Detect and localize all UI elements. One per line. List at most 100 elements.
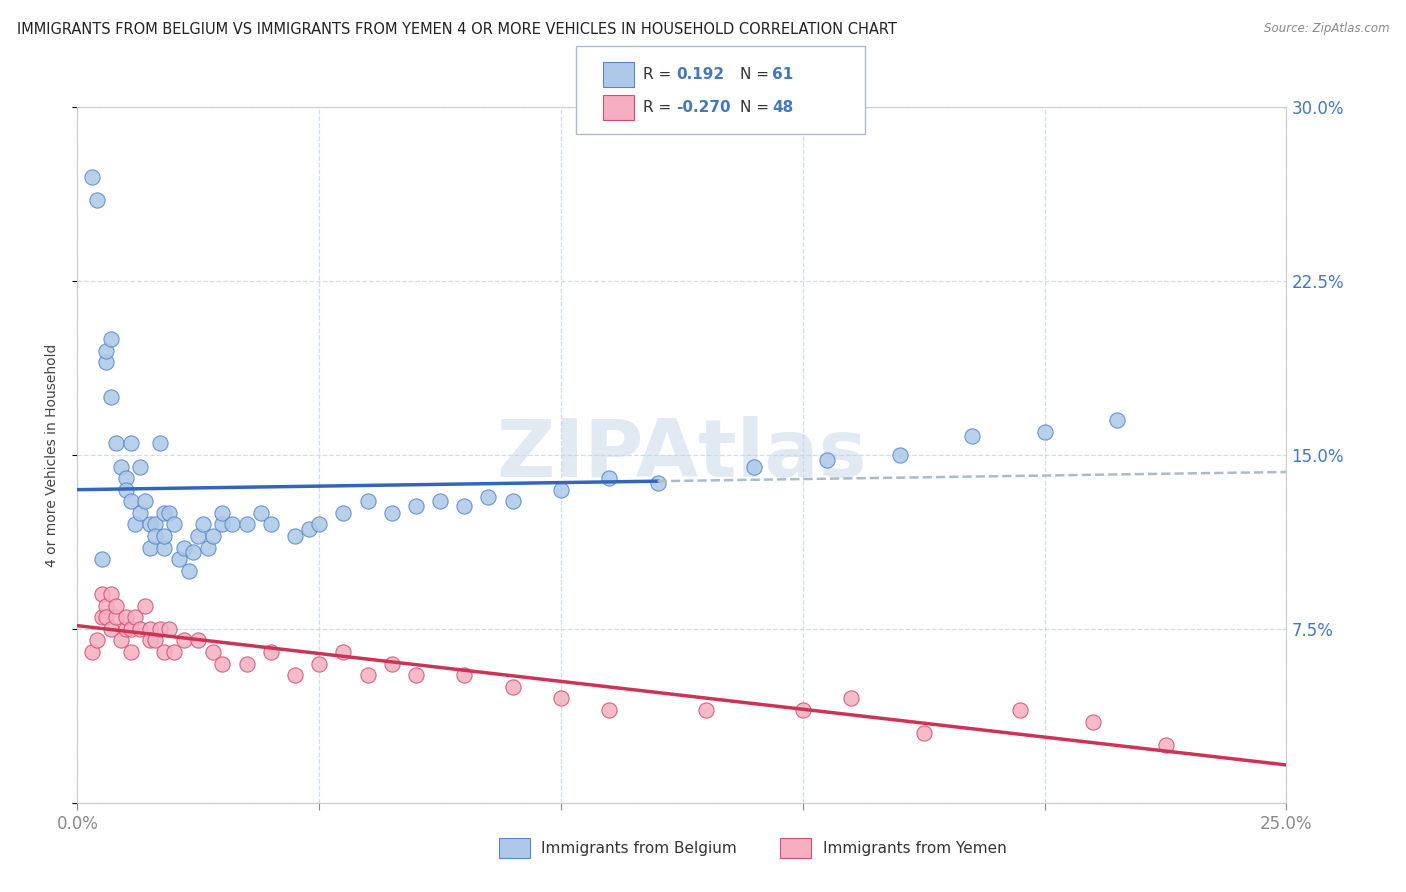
Point — [177, 564, 200, 578]
Point — [187, 633, 209, 648]
Point — [163, 517, 186, 532]
Point — [453, 499, 475, 513]
Point — [815, 452, 838, 467]
Point — [100, 587, 122, 601]
Point — [1033, 425, 1056, 439]
Point — [110, 633, 132, 648]
Point — [110, 459, 132, 474]
Text: Source: ZipAtlas.com: Source: ZipAtlas.com — [1264, 22, 1389, 36]
Point — [839, 691, 862, 706]
Point — [105, 610, 128, 624]
Point — [1010, 703, 1032, 717]
Point — [134, 494, 156, 508]
Point — [598, 703, 620, 717]
Point — [550, 691, 572, 706]
Point — [211, 657, 233, 671]
Point — [153, 645, 176, 659]
Point — [235, 657, 257, 671]
Point — [134, 599, 156, 613]
Point — [90, 587, 112, 601]
Point — [260, 645, 283, 659]
Point — [429, 494, 451, 508]
Point — [197, 541, 219, 555]
Point — [105, 436, 128, 450]
Point — [96, 599, 118, 613]
Point — [332, 645, 354, 659]
Point — [129, 459, 152, 474]
Point — [381, 657, 404, 671]
Point — [477, 490, 499, 504]
Point — [129, 506, 152, 520]
Text: IMMIGRANTS FROM BELGIUM VS IMMIGRANTS FROM YEMEN 4 OR MORE VEHICLES IN HOUSEHOLD: IMMIGRANTS FROM BELGIUM VS IMMIGRANTS FR… — [17, 22, 897, 37]
Point — [284, 668, 307, 682]
Point — [143, 633, 166, 648]
Point — [183, 545, 205, 559]
Point — [250, 506, 273, 520]
Point — [211, 517, 233, 532]
Point — [96, 355, 118, 369]
Text: 61: 61 — [772, 67, 793, 81]
Point — [163, 645, 186, 659]
Point — [153, 529, 176, 543]
Point — [139, 622, 162, 636]
Point — [114, 471, 136, 485]
Point — [647, 475, 669, 490]
Point — [120, 622, 142, 636]
Point — [235, 517, 257, 532]
Point — [96, 610, 118, 624]
Point — [100, 622, 122, 636]
Point — [912, 726, 935, 740]
Y-axis label: 4 or more Vehicles in Household: 4 or more Vehicles in Household — [45, 343, 59, 566]
Point — [153, 506, 176, 520]
Point — [201, 645, 224, 659]
Point — [80, 169, 103, 184]
Point — [157, 622, 180, 636]
Point — [124, 610, 146, 624]
Point — [114, 483, 136, 497]
Point — [129, 622, 152, 636]
Point — [191, 517, 214, 532]
Point — [1107, 413, 1129, 427]
Point — [405, 668, 427, 682]
Point — [100, 390, 122, 404]
Point — [356, 668, 378, 682]
Point — [744, 459, 766, 474]
Point — [298, 522, 321, 536]
Point — [187, 529, 209, 543]
Point — [143, 529, 166, 543]
Point — [100, 332, 122, 346]
Point — [105, 599, 128, 613]
Text: N =: N = — [740, 67, 769, 81]
Text: Immigrants from Belgium: Immigrants from Belgium — [541, 841, 737, 855]
Point — [173, 541, 195, 555]
Point — [143, 517, 166, 532]
Point — [139, 541, 162, 555]
Text: R =: R = — [643, 67, 671, 81]
Point — [1081, 714, 1104, 729]
Point — [792, 703, 814, 717]
Point — [90, 552, 112, 566]
Point — [598, 471, 620, 485]
Text: -0.270: -0.270 — [676, 101, 731, 115]
Point — [167, 552, 190, 566]
Point — [80, 645, 103, 659]
Point — [1154, 738, 1177, 752]
Point — [211, 506, 233, 520]
Point — [889, 448, 911, 462]
Point — [114, 622, 136, 636]
Text: R =: R = — [643, 101, 671, 115]
Point — [148, 436, 170, 450]
Text: 48: 48 — [772, 101, 793, 115]
Point — [453, 668, 475, 682]
Point — [139, 517, 162, 532]
Point — [960, 429, 983, 443]
Point — [405, 499, 427, 513]
Point — [86, 633, 108, 648]
Point — [550, 483, 572, 497]
Point — [96, 343, 118, 358]
Point — [308, 517, 330, 532]
Point — [695, 703, 717, 717]
Point — [90, 610, 112, 624]
Point — [260, 517, 283, 532]
Point — [153, 541, 176, 555]
